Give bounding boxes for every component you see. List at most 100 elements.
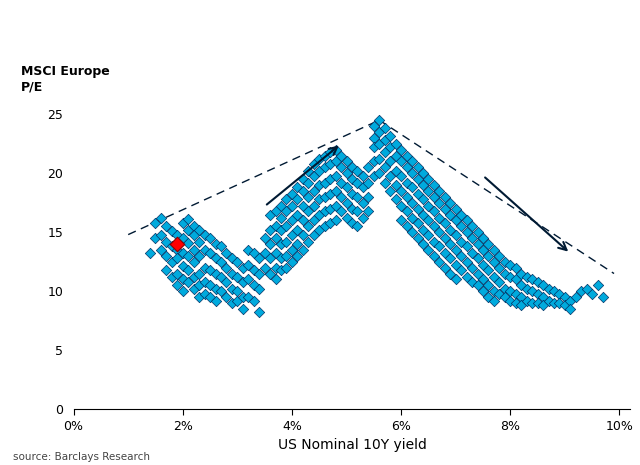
- Point: [216, 243, 226, 250]
- Point: [467, 278, 477, 286]
- Point: [483, 266, 493, 274]
- Point: [341, 158, 351, 165]
- Point: [423, 246, 433, 254]
- Point: [347, 175, 357, 183]
- Point: [308, 203, 319, 210]
- Point: [314, 181, 324, 189]
- Point: [434, 258, 444, 266]
- Point: [287, 231, 297, 239]
- Point: [434, 228, 444, 236]
- Point: [276, 226, 286, 233]
- Point: [353, 167, 363, 175]
- Point: [243, 293, 253, 301]
- Point: [369, 158, 379, 165]
- Point: [161, 266, 172, 274]
- Point: [221, 278, 232, 286]
- Point: [451, 205, 461, 213]
- Point: [511, 276, 521, 283]
- Point: [227, 270, 237, 277]
- Point: [423, 231, 433, 239]
- Point: [483, 293, 493, 301]
- Point: [265, 254, 275, 262]
- Point: [156, 231, 166, 239]
- Point: [194, 252, 204, 259]
- Point: [178, 219, 188, 226]
- Point: [451, 276, 461, 283]
- Point: [276, 214, 286, 222]
- Point: [385, 187, 396, 195]
- Point: [461, 217, 472, 224]
- Point: [478, 234, 488, 242]
- Point: [237, 293, 248, 301]
- Point: [565, 305, 575, 312]
- Point: [440, 264, 450, 272]
- Point: [516, 293, 526, 301]
- Point: [194, 293, 204, 301]
- Point: [418, 211, 428, 218]
- Point: [554, 290, 564, 297]
- Point: [314, 167, 324, 175]
- Point: [380, 179, 390, 186]
- Point: [221, 293, 232, 301]
- Point: [505, 261, 515, 269]
- Point: [401, 207, 412, 215]
- Point: [298, 231, 308, 239]
- Point: [364, 207, 374, 215]
- Point: [571, 293, 581, 301]
- Point: [500, 293, 510, 301]
- Point: [429, 238, 439, 246]
- Point: [325, 175, 335, 183]
- X-axis label: US Nominal 10Y yield: US Nominal 10Y yield: [278, 438, 426, 452]
- Point: [554, 299, 564, 307]
- Point: [194, 282, 204, 289]
- Point: [172, 231, 182, 239]
- Point: [522, 285, 532, 292]
- Point: [396, 158, 406, 165]
- Point: [271, 234, 281, 242]
- Point: [161, 238, 172, 246]
- Point: [260, 264, 270, 272]
- Point: [211, 297, 221, 305]
- Point: [172, 246, 182, 254]
- Point: [298, 175, 308, 183]
- Point: [161, 223, 172, 230]
- Point: [543, 285, 554, 292]
- Point: [390, 181, 401, 189]
- Point: [330, 187, 340, 195]
- Point: [282, 264, 292, 272]
- Point: [429, 223, 439, 230]
- Point: [478, 261, 488, 269]
- Point: [194, 238, 204, 246]
- Point: [183, 239, 193, 246]
- Point: [211, 240, 221, 248]
- Point: [538, 302, 548, 309]
- Point: [183, 278, 193, 286]
- Point: [467, 264, 477, 272]
- Point: [380, 148, 390, 156]
- Point: [532, 290, 543, 297]
- Point: [407, 170, 417, 177]
- Point: [237, 305, 248, 312]
- Point: [434, 187, 444, 195]
- Point: [451, 231, 461, 239]
- Point: [467, 234, 477, 242]
- Point: [172, 282, 182, 289]
- Point: [205, 282, 215, 289]
- Point: [380, 164, 390, 171]
- Point: [336, 193, 346, 200]
- Point: [189, 231, 199, 239]
- Point: [587, 290, 597, 297]
- Point: [445, 254, 456, 262]
- Point: [145, 250, 155, 257]
- Point: [178, 287, 188, 295]
- Point: [364, 164, 374, 171]
- Point: [445, 240, 456, 248]
- Point: [478, 276, 488, 283]
- Point: [254, 254, 264, 262]
- Point: [172, 254, 182, 262]
- Point: [216, 258, 226, 266]
- Point: [434, 243, 444, 250]
- Point: [347, 219, 357, 226]
- Point: [374, 170, 385, 177]
- Point: [237, 278, 248, 286]
